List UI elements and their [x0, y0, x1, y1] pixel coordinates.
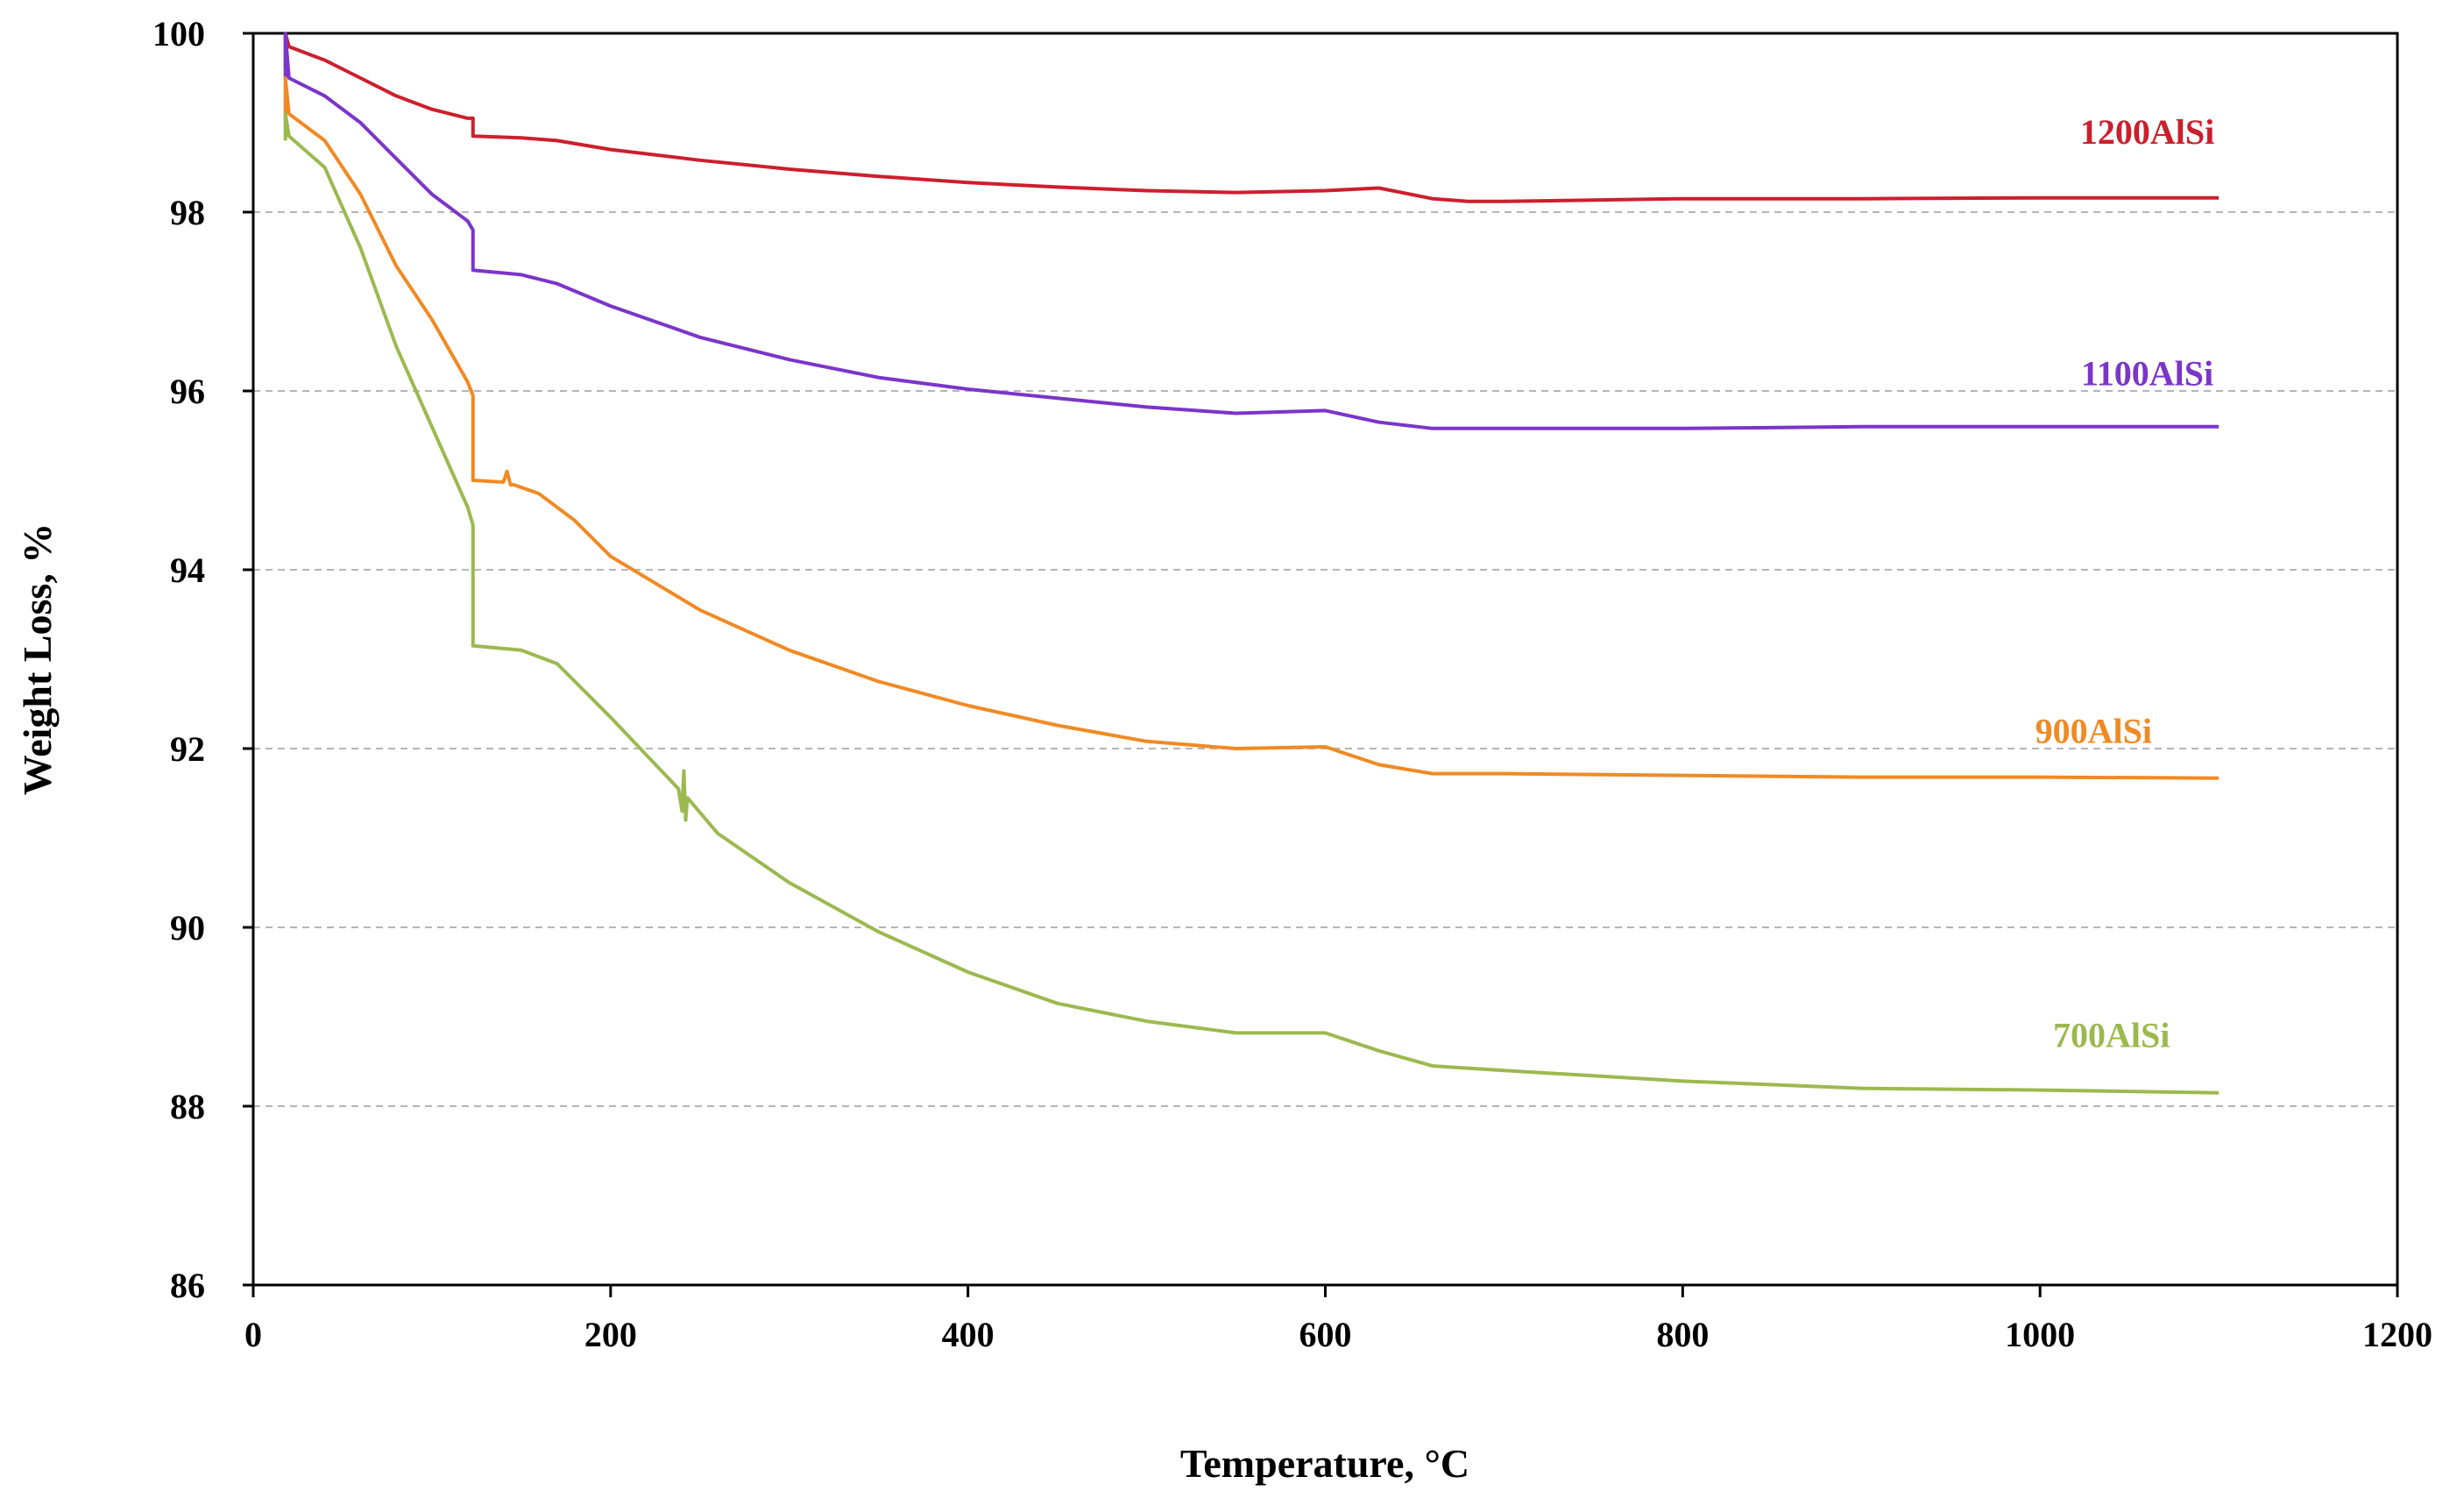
y-tick-label: 100	[152, 14, 205, 53]
series-line-700alsi	[283, 111, 2220, 1095]
y-tick-label: 90	[170, 908, 205, 948]
series-labels: 1200AlSi 1100AlSi 900AlSi 700AlSi	[2036, 112, 2215, 1054]
plot-area-frame	[251, 32, 2399, 1287]
x-ticks: 0 200 400 600 800 1000 1200	[244, 1285, 2432, 1354]
y-axis-title: Weight Loss, %	[15, 523, 60, 796]
y-tick-label: 92	[170, 729, 205, 769]
y-tick-label: 98	[170, 193, 205, 232]
series-line-900alsi	[283, 76, 2220, 780]
y-tick-label: 96	[170, 372, 205, 411]
series-label-700alsi: 700AlSi	[2053, 1015, 2170, 1054]
x-tick-label: 1000	[2005, 1315, 2075, 1354]
series-label-900alsi: 900AlSi	[2036, 712, 2152, 751]
series-line-1200alsi	[283, 32, 2220, 203]
y-tick-label: 94	[170, 550, 205, 590]
y-tick-label: 88	[170, 1087, 205, 1126]
gridlines	[253, 211, 2397, 1107]
y-tick-label: 86	[170, 1266, 205, 1305]
x-tick-label: 200	[584, 1315, 637, 1354]
x-tick-label: 600	[1299, 1315, 1352, 1354]
x-tick-label: 1200	[2362, 1315, 2432, 1354]
series-label-1200alsi: 1200AlSi	[2080, 112, 2214, 152]
x-axis-title: Temperature, °C	[1180, 1441, 1469, 1486]
x-tick-label: 800	[1656, 1315, 1709, 1354]
series-line-1100alsi	[283, 32, 2220, 430]
x-tick-label: 0	[244, 1315, 262, 1354]
series-label-1100alsi: 1100AlSi	[2081, 354, 2213, 394]
x-tick-label: 400	[942, 1315, 995, 1354]
series-lines	[283, 32, 2220, 1095]
y-ticks: 86 88 90 92 94 96 98 100	[152, 14, 253, 1305]
